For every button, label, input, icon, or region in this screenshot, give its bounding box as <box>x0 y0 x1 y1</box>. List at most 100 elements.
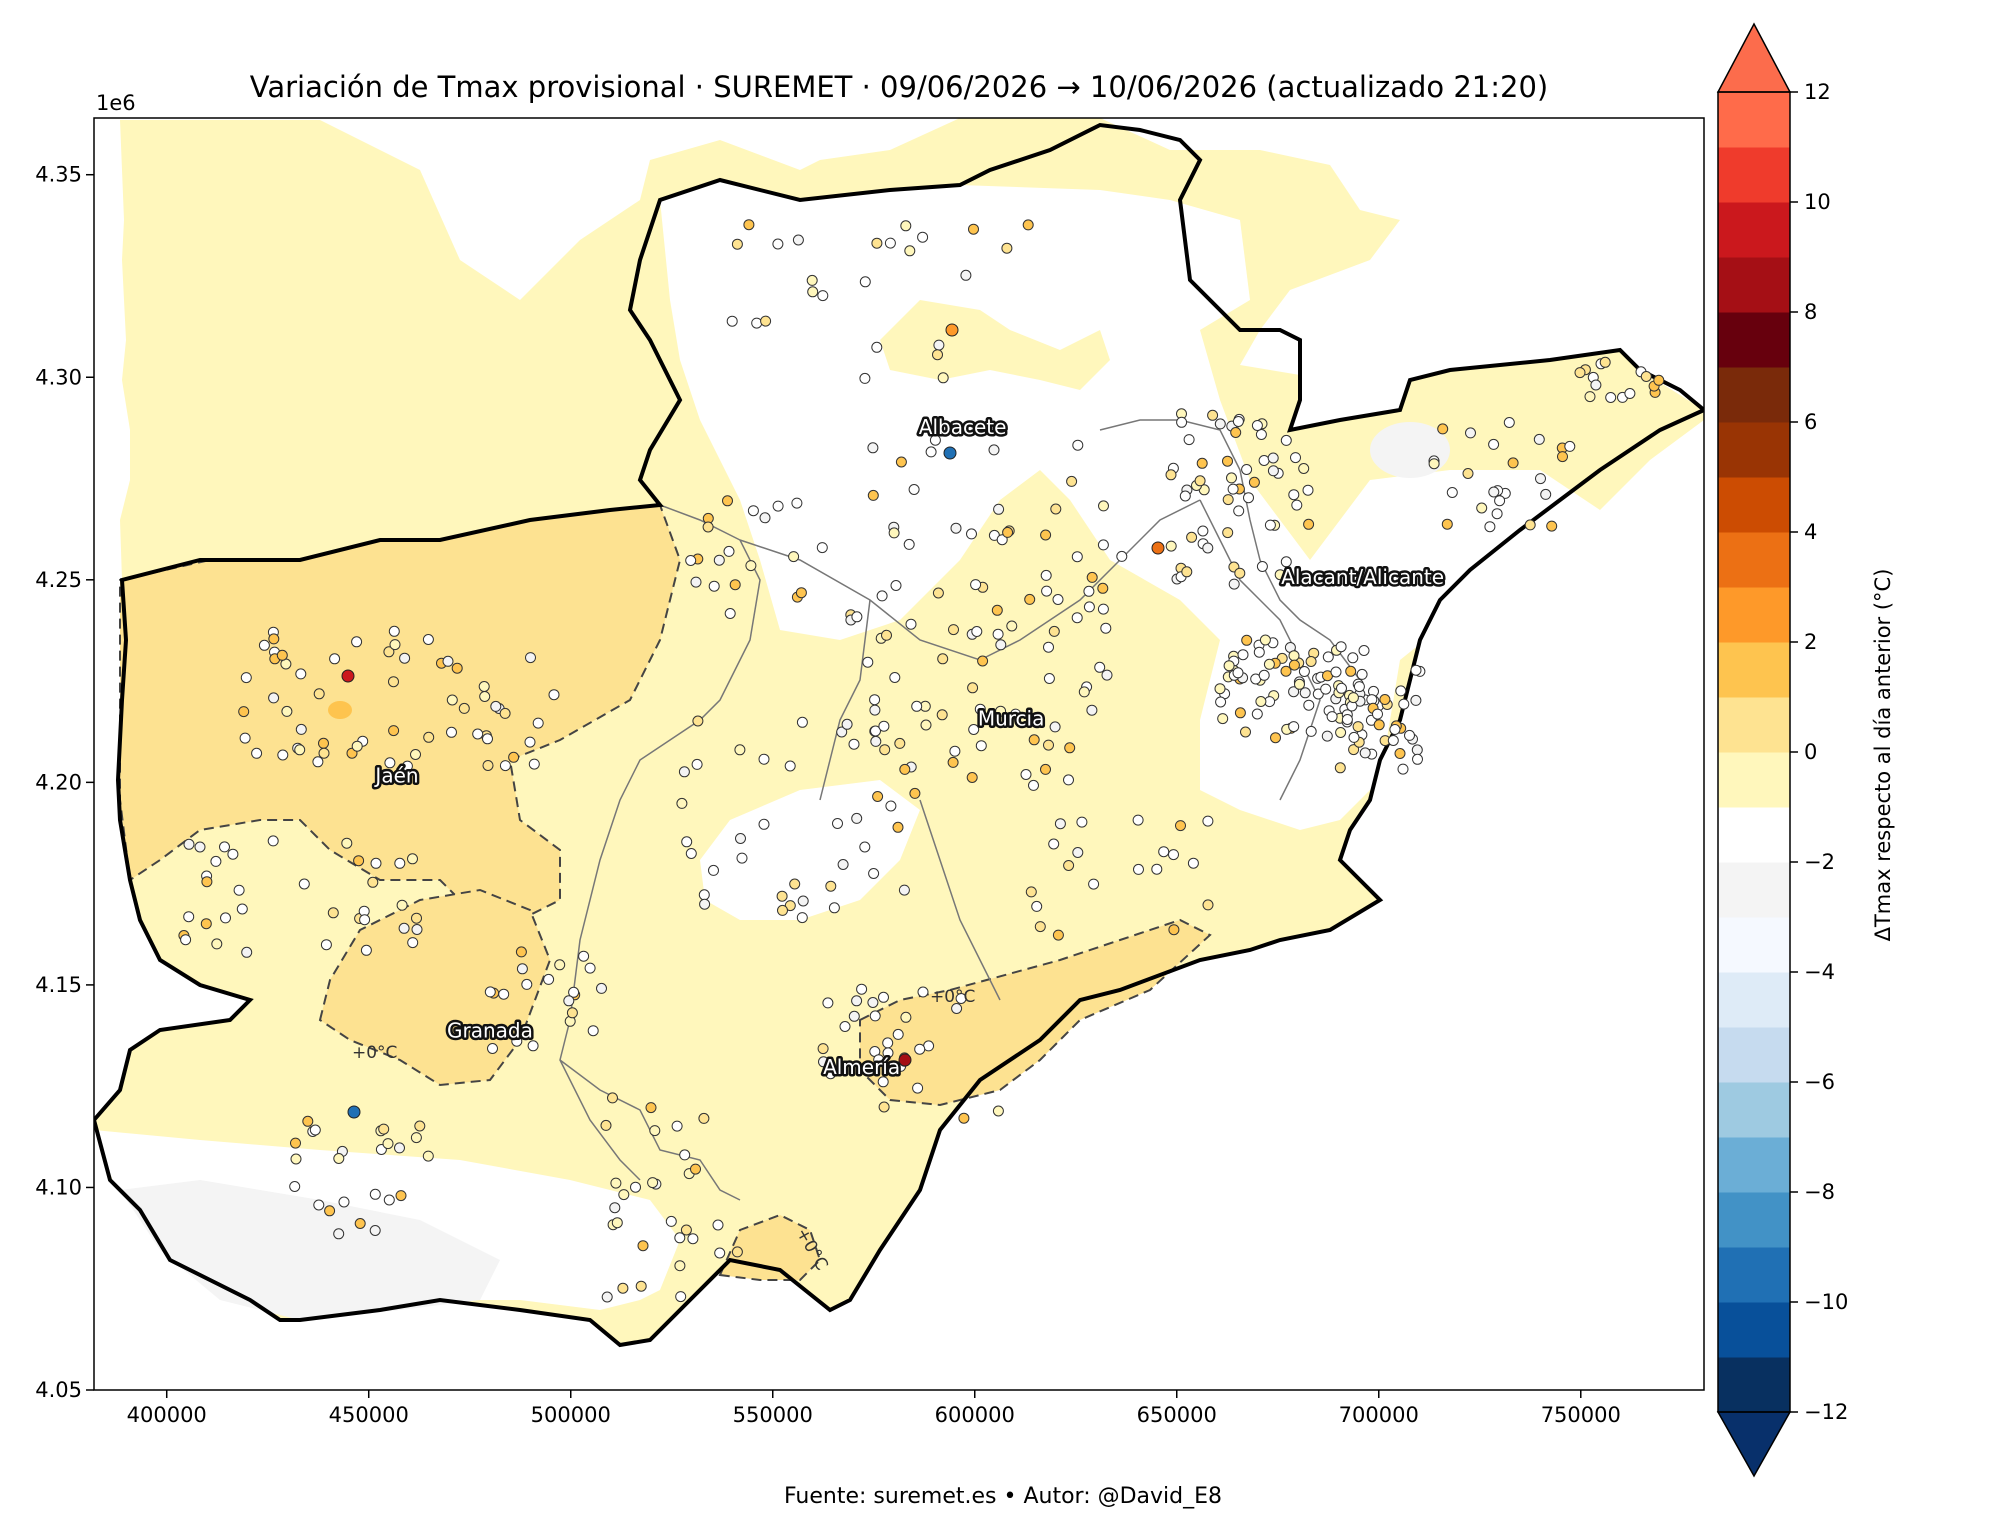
station-marker <box>859 841 871 853</box>
station-marker <box>1010 708 1022 720</box>
station-marker <box>200 918 212 930</box>
city-label: Jaén <box>373 763 418 787</box>
colorbar-tick-label: 6 <box>1804 410 1817 434</box>
station-marker <box>1186 531 1198 543</box>
station-marker <box>945 323 959 337</box>
station-marker <box>1040 763 1051 775</box>
station-marker <box>341 837 353 849</box>
station-marker <box>1234 567 1246 579</box>
colorbar: 12 10 8 6 4 2 0 −2 −4 −6 −8 −10 −12 <box>1716 22 1848 1478</box>
station-marker <box>1040 529 1052 541</box>
station-marker <box>1255 429 1267 440</box>
station-marker <box>722 495 733 507</box>
station-marker <box>1217 713 1229 725</box>
station-marker <box>1043 641 1054 653</box>
x-tick-label: 750000 <box>1541 1403 1621 1427</box>
station-marker <box>832 818 843 829</box>
station-marker <box>298 878 310 890</box>
station-marker <box>1183 434 1195 446</box>
station-marker <box>630 1181 641 1193</box>
station-marker <box>1240 726 1251 738</box>
station-marker <box>617 1282 629 1294</box>
station-marker <box>817 290 829 302</box>
station-marker <box>1410 694 1422 706</box>
city-label: Almería <box>823 1055 900 1079</box>
y-tick-label: 4.10 <box>35 1175 82 1199</box>
station-marker <box>729 579 741 591</box>
station-marker <box>967 682 979 694</box>
station-marker <box>817 1043 829 1055</box>
station-marker <box>1066 475 1078 487</box>
colorbar-tick-label: 0 <box>1804 740 1817 764</box>
station-marker <box>1222 527 1234 539</box>
station-marker <box>1071 551 1083 563</box>
station-marker <box>708 864 719 876</box>
station-marker <box>578 950 590 962</box>
station-marker <box>1322 651 1334 663</box>
station-marker <box>1446 487 1458 498</box>
station-marker <box>1243 492 1254 504</box>
station-marker <box>302 1115 314 1127</box>
station-marker <box>1002 526 1014 538</box>
station-marker <box>894 737 906 749</box>
station-marker <box>825 880 837 892</box>
station-marker <box>353 855 365 867</box>
station-marker <box>708 580 720 592</box>
station-marker <box>367 876 379 888</box>
station-marker <box>892 1028 904 1040</box>
map-area: Albacete Alacant/Alicante Murcia Jaén Granad… <box>94 118 1704 1348</box>
station-marker <box>1098 500 1109 512</box>
station-marker <box>1356 668 1368 680</box>
colorbar-swatch <box>1718 92 1790 148</box>
station-marker <box>1228 578 1240 590</box>
station-marker <box>1197 525 1209 537</box>
station-marker <box>1194 475 1206 487</box>
station-marker <box>1151 863 1163 875</box>
station-marker <box>911 700 923 712</box>
station-marker <box>649 1125 661 1137</box>
station-marker <box>1022 219 1034 231</box>
station-marker <box>1389 724 1401 735</box>
station-marker <box>1299 687 1311 699</box>
station-marker <box>937 372 949 384</box>
station-marker <box>1540 488 1552 500</box>
station-marker <box>609 1202 621 1214</box>
station-marker <box>1034 921 1046 933</box>
station-marker <box>383 1194 395 1206</box>
station-marker <box>735 833 746 844</box>
station-marker <box>675 1291 687 1303</box>
station-marker <box>351 740 363 752</box>
station-marker <box>472 728 484 740</box>
station-marker <box>1410 664 1422 676</box>
colorbar-extend-bottom <box>1716 1411 1792 1478</box>
x-tick-label: 450000 <box>329 1403 409 1427</box>
colorbar-swatch <box>1718 147 1790 203</box>
station-marker <box>295 723 307 735</box>
station-marker <box>194 841 206 853</box>
station-marker <box>236 903 248 915</box>
station-marker <box>312 756 324 768</box>
station-marker <box>1165 469 1177 481</box>
station-marker <box>410 1132 422 1144</box>
station-marker <box>690 576 702 588</box>
station-marker <box>1202 542 1214 554</box>
station-marker <box>1412 753 1423 765</box>
station-marker <box>747 505 759 517</box>
station-marker <box>678 766 690 778</box>
station-marker <box>1076 816 1088 828</box>
station-marker <box>484 986 496 998</box>
station-marker <box>691 758 703 770</box>
station-marker <box>1214 418 1226 430</box>
station-marker <box>607 1092 618 1104</box>
station-marker <box>1086 571 1098 583</box>
station-marker <box>1063 860 1075 871</box>
station-marker <box>446 726 457 738</box>
source-footer: Fuente: suremet.es • Autor: @David_E8 <box>783 1484 1223 1509</box>
station-marker <box>772 500 784 512</box>
station-marker <box>414 1120 426 1132</box>
station-marker <box>692 715 704 727</box>
station-marker <box>736 852 748 864</box>
station-marker <box>839 1021 851 1032</box>
plot-frame <box>93 117 1705 1391</box>
station-marker <box>876 590 888 602</box>
